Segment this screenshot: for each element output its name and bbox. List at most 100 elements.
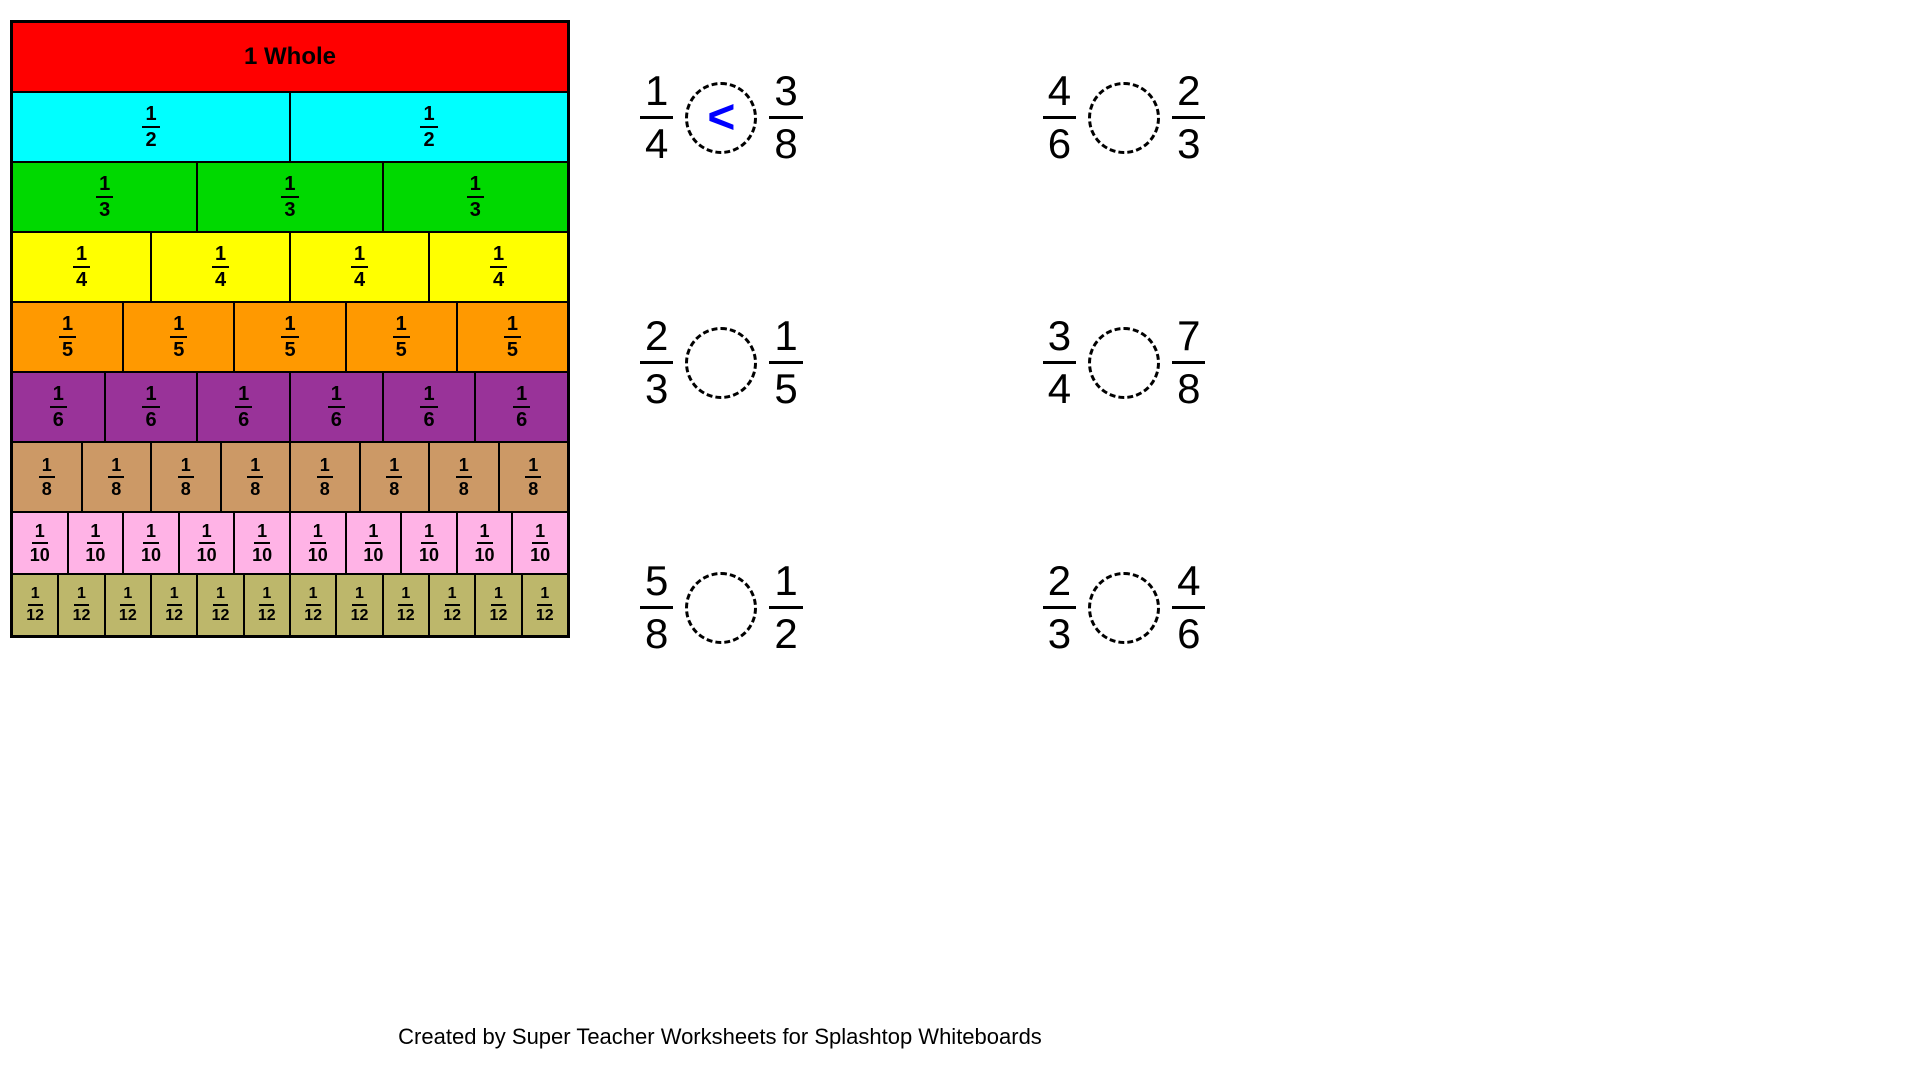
bar-cell: 1 Whole (12, 22, 568, 92)
bar-cell: 112 (475, 574, 521, 636)
bar-cell: 14 (12, 232, 151, 302)
answer-circle[interactable] (1088, 572, 1160, 644)
bar-cell: 112 (12, 574, 58, 636)
comparison-problem: 2315 (640, 315, 803, 410)
fraction-label: 15 (59, 314, 76, 360)
fraction-label: 110 (197, 522, 217, 564)
bar-cell: 110 (234, 512, 290, 574)
fraction-label: 12 (142, 104, 159, 150)
fraction-label: 112 (165, 586, 183, 624)
bar-cell: 16 (475, 372, 568, 442)
bar-row-2: 12 12 (12, 92, 568, 162)
fraction-label: 112 (258, 586, 276, 624)
bar-cell: 16 (290, 372, 383, 442)
bar-cell: 15 (457, 302, 568, 372)
answer-circle[interactable] (685, 327, 757, 399)
bar-cell: 16 (105, 372, 198, 442)
left-fraction: 14 (640, 70, 673, 165)
fraction-label: 112 (443, 586, 461, 624)
problem-row: 5812 23 46 (640, 560, 1400, 655)
bar-cell: 15 (12, 302, 123, 372)
fraction-label: 110 (252, 522, 272, 564)
fraction-label: 14 (490, 244, 507, 290)
fraction-label: 112 (304, 586, 322, 624)
bar-cell: 16 (12, 372, 105, 442)
fraction-label: 18 (456, 456, 472, 498)
right-fraction: 15 (769, 315, 802, 410)
left-fraction: 34 (1043, 315, 1076, 410)
bar-row-12: 112 112 112 112 112 112 112 112 112 112 112 112 (12, 574, 568, 636)
bar-cell: 110 (68, 512, 124, 574)
bar-row-1: 1 Whole (12, 22, 568, 92)
problem-row: 14 <38 4623 (640, 70, 1400, 165)
right-fraction: 46 (1172, 560, 1205, 655)
fraction-label: 14 (351, 244, 368, 290)
bar-cell: 110 (12, 512, 68, 574)
fraction-label: 16 (142, 384, 159, 430)
bar-cell: 12 (12, 92, 290, 162)
comparison-problem: 5812 (640, 560, 803, 655)
fraction-label: 18 (386, 456, 402, 498)
fraction-label: 15 (393, 314, 410, 360)
bar-cell: 110 (457, 512, 513, 574)
bar-cell: 12 (290, 92, 568, 162)
fraction-label: 14 (73, 244, 90, 290)
fraction-label: 18 (317, 456, 333, 498)
comparison-problems: 14 <38 4623 2315 34 78 5812 23 46 (640, 70, 1400, 805)
fraction-label: 18 (525, 456, 541, 498)
bar-cell: 15 (234, 302, 345, 372)
bar-cell: 112 (383, 574, 429, 636)
bar-cell: 13 (197, 162, 382, 232)
comparison-problem: 14 <38 (640, 70, 803, 165)
bar-cell: 13 (383, 162, 568, 232)
bar-cell: 16 (197, 372, 290, 442)
bar-cell: 14 (151, 232, 290, 302)
fraction-label: 15 (504, 314, 521, 360)
bar-cell: 18 (221, 442, 291, 512)
fraction-label: 112 (212, 586, 230, 624)
bar-row-5: 1515151515 (12, 302, 568, 372)
bar-cell: 18 (12, 442, 82, 512)
comparison-problem: 4623 (1043, 70, 1206, 165)
fraction-label: 110 (30, 522, 50, 564)
left-fraction: 46 (1043, 70, 1076, 165)
fraction-label: 112 (536, 586, 554, 624)
right-fraction: 78 (1172, 315, 1205, 410)
answer-circle[interactable] (685, 572, 757, 644)
bar-cell: 110 (512, 512, 568, 574)
footer-credit: Created by Super Teacher Worksheets for … (0, 1024, 1440, 1050)
bar-cell: 18 (499, 442, 569, 512)
bar-cell: 110 (290, 512, 346, 574)
right-fraction: 38 (769, 70, 802, 165)
comparison-problem: 34 78 (1043, 315, 1206, 410)
bar-cell: 112 (336, 574, 382, 636)
bar-cell: 18 (151, 442, 221, 512)
problem-row: 2315 34 78 (640, 315, 1400, 410)
left-fraction: 23 (1043, 560, 1076, 655)
bar-cell: 16 (383, 372, 476, 442)
bar-cell: 18 (82, 442, 152, 512)
fraction-label: 112 (73, 586, 91, 624)
bar-cell: 18 (360, 442, 430, 512)
fraction-bar-chart: 1 Whole121213131314141414151515151516161… (10, 20, 570, 638)
fraction-label: 18 (108, 456, 124, 498)
fraction-label: 13 (96, 174, 113, 220)
answer-circle[interactable] (1088, 82, 1160, 154)
fraction-label: 110 (530, 522, 550, 564)
fraction-label: 112 (490, 586, 508, 624)
bar-cell: 110 (401, 512, 457, 574)
bar-cell: 14 (290, 232, 429, 302)
answer-circle[interactable]: < (685, 82, 757, 154)
fraction-label: 112 (397, 586, 415, 624)
bar-row-8: 1818181818181818 (12, 442, 568, 512)
fraction-label: 110 (85, 522, 105, 564)
bar-cell: 112 (522, 574, 568, 636)
fraction-label: 110 (419, 522, 439, 564)
answer-symbol: < (707, 90, 735, 145)
answer-circle[interactable] (1088, 327, 1160, 399)
fraction-label: 112 (119, 586, 137, 624)
fraction-label: 110 (363, 522, 383, 564)
bar-cell: 112 (151, 574, 197, 636)
fraction-label: 16 (328, 384, 345, 430)
bar-cell: 112 (290, 574, 336, 636)
